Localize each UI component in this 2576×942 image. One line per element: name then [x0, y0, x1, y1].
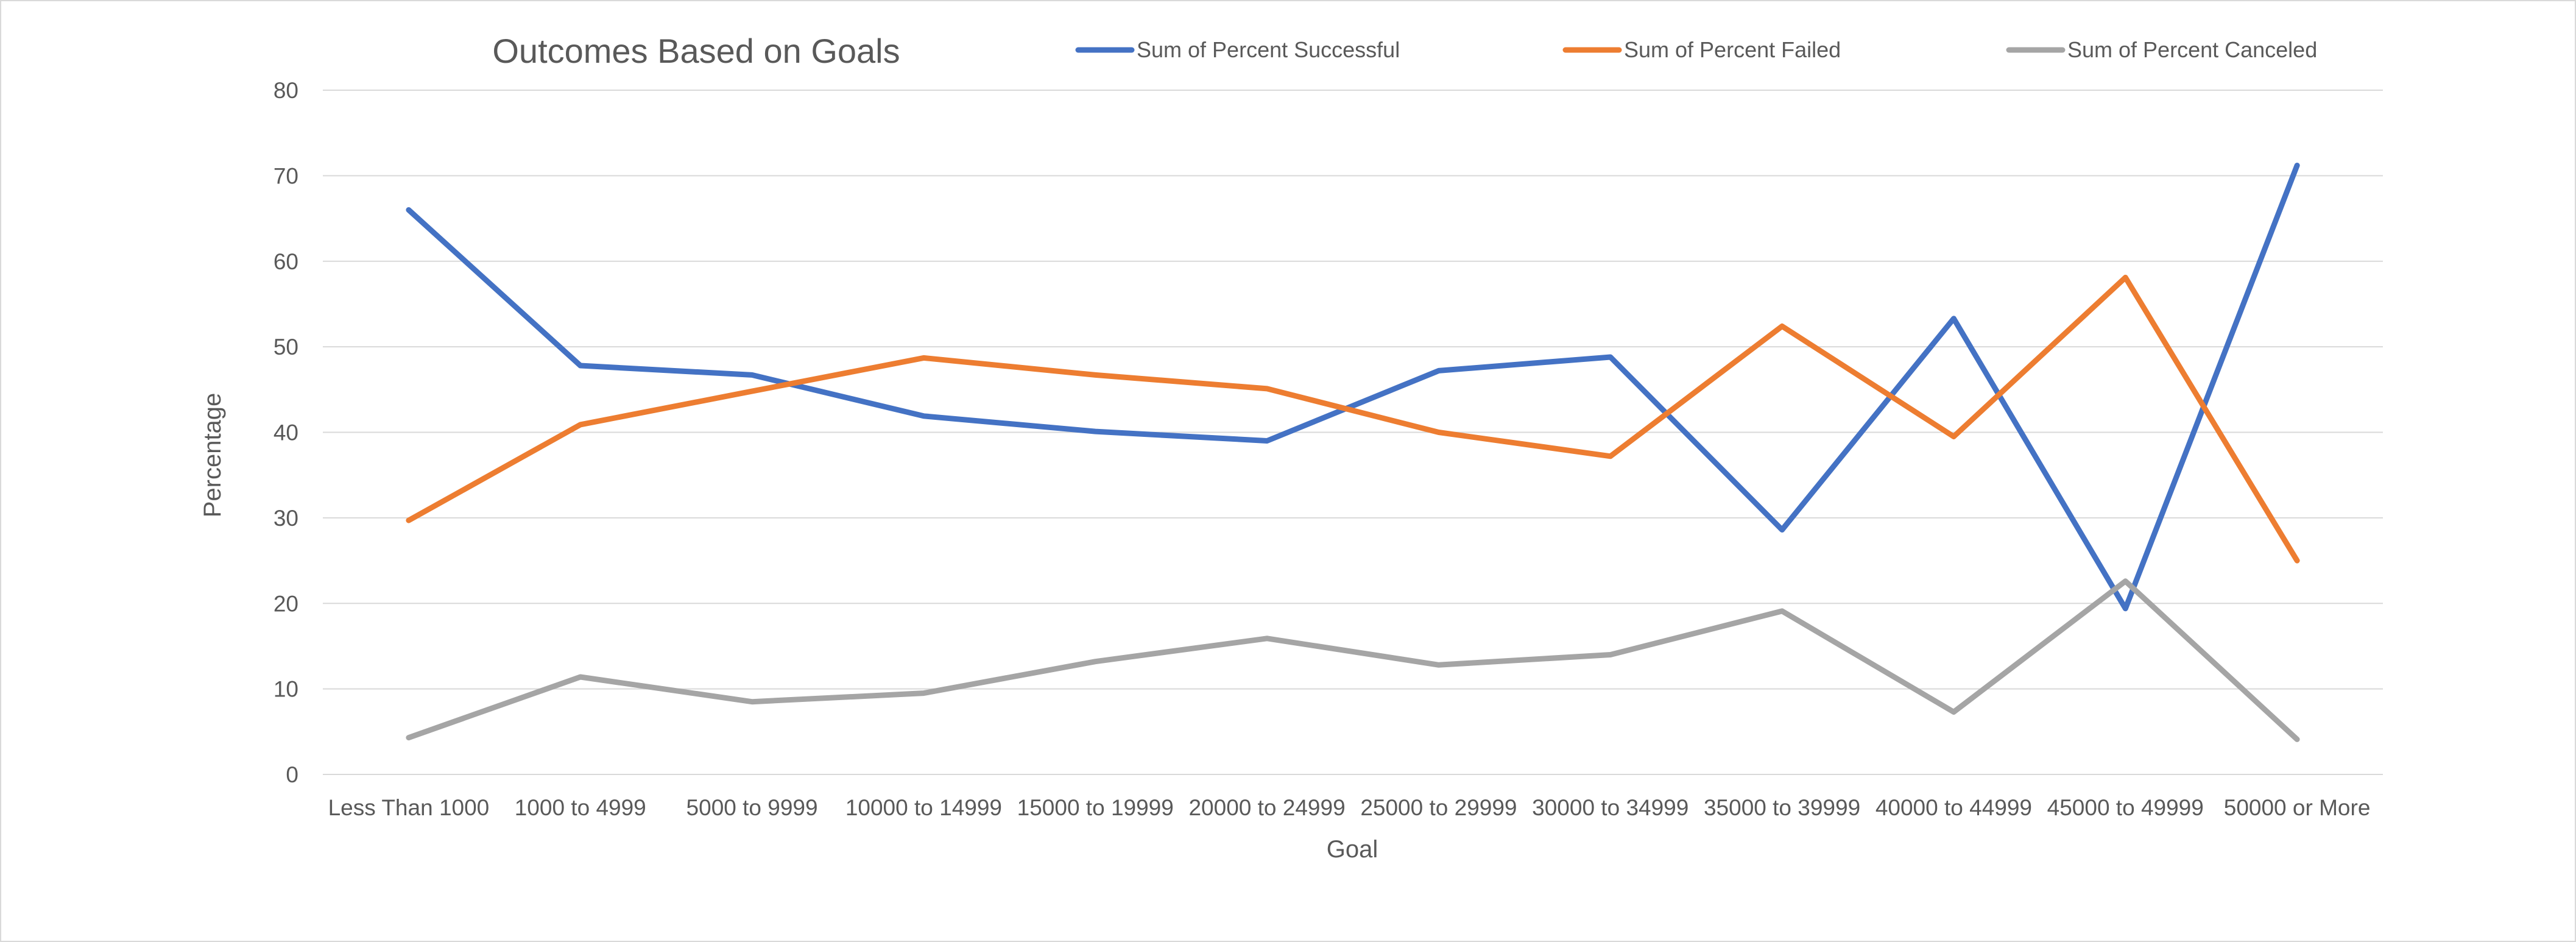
gridlines [323, 90, 2383, 775]
y-tick-label: 30 [273, 506, 298, 531]
series-line-failed [406, 274, 2300, 564]
x-tick-label: 15000 to 19999 [1017, 795, 1174, 820]
legend: Sum of Percent Successful Sum of Percent … [1075, 37, 2317, 62]
x-tick-label: 50000 or More [2224, 795, 2371, 820]
x-tick-label: 10000 to 14999 [845, 795, 1002, 820]
y-tick-label: 60 [273, 249, 298, 274]
x-tick-label: 20000 to 24999 [1188, 795, 1345, 820]
x-tick-label: 35000 to 39999 [1704, 795, 1860, 820]
legend-label: Sum of Percent Successful [1137, 37, 1400, 62]
x-tick-label: 40000 to 44999 [1876, 795, 2032, 820]
legend-label: Sum of Percent Failed [1624, 37, 1841, 62]
y-tick-label: 0 [286, 762, 298, 787]
y-tick-label: 80 [273, 78, 298, 103]
x-tick-label: 25000 to 29999 [1360, 795, 1517, 820]
y-tick-label: 70 [273, 163, 298, 188]
series-line-canceled [406, 578, 2300, 742]
series-line-successful [406, 163, 2300, 612]
x-tick-label: 5000 to 9999 [686, 795, 818, 820]
x-tick-label: 45000 to 49999 [2047, 795, 2204, 820]
y-tick-label: 50 [273, 335, 298, 359]
y-tick-label: 10 [273, 677, 298, 702]
y-axis-label: Percentage [199, 393, 226, 518]
x-axis-tick-labels: Less Than 1000 1000 to 4999 5000 to 9999 10… [328, 795, 2371, 820]
x-tick-label: Less Than 1000 [328, 795, 490, 820]
chart-title: Outcomes Based on Goals [492, 32, 900, 70]
series-lines [406, 163, 2300, 742]
y-axis-tick-labels: 0 10 20 30 40 50 60 70 80 [273, 78, 298, 787]
y-tick-label: 20 [273, 591, 298, 616]
y-tick-label: 40 [273, 420, 298, 445]
x-axis-label: Goal [1327, 836, 1378, 863]
legend-label: Sum of Percent Canceled [2067, 37, 2317, 62]
x-tick-label: 1000 to 4999 [515, 795, 646, 820]
x-tick-label: 30000 to 34999 [1532, 795, 1689, 820]
